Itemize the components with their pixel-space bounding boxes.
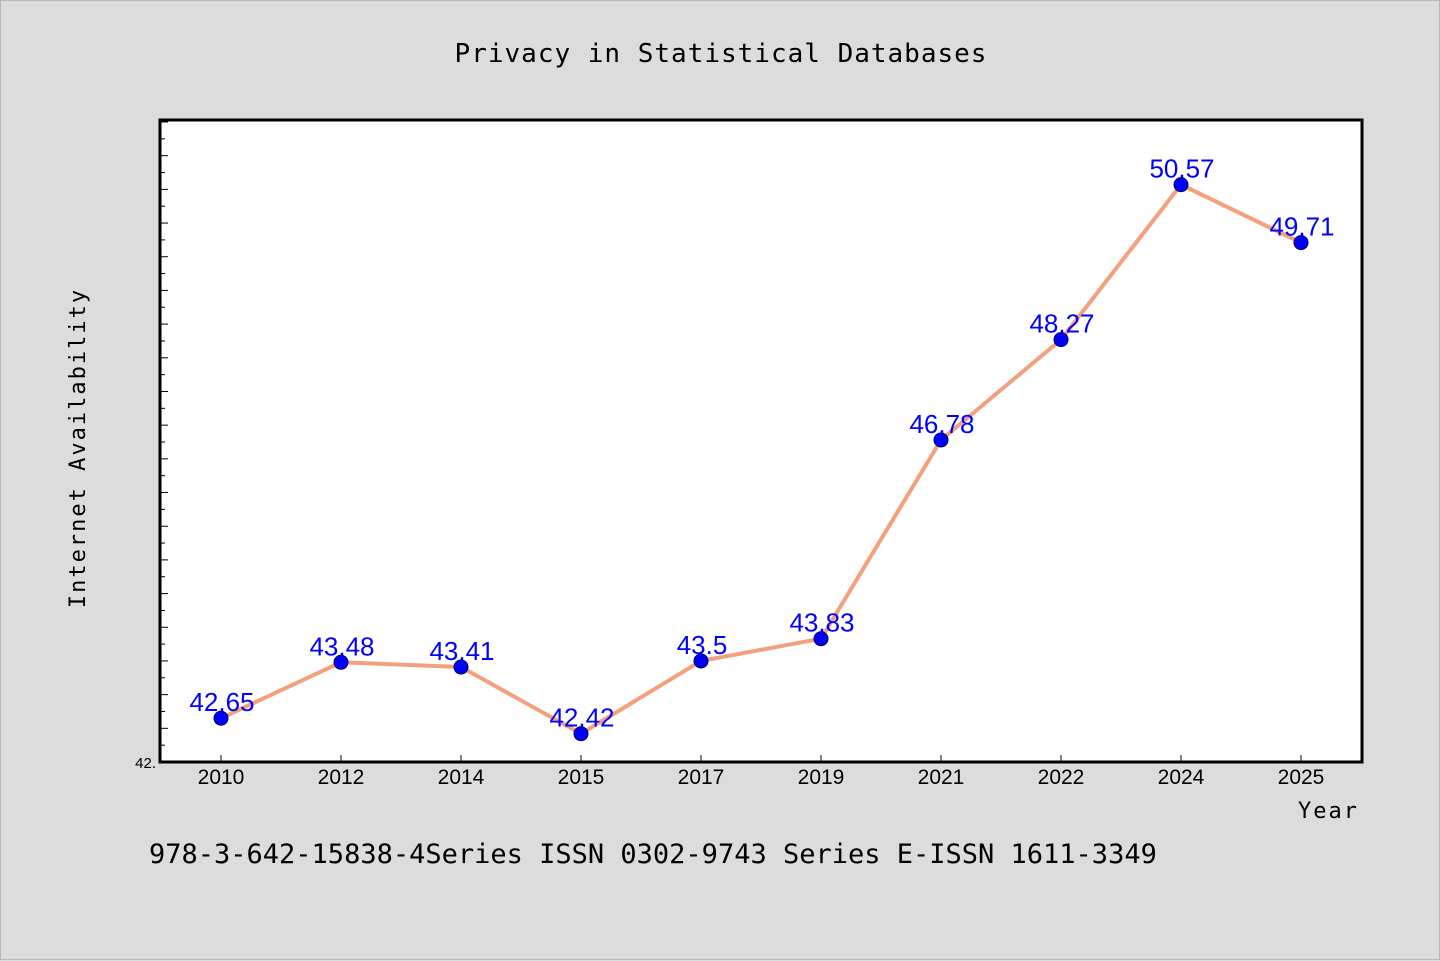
- isbn-issn-footer: 978-3-642-15838-4Series ISSN 0302-9743 S…: [149, 839, 1157, 870]
- data-labels: 42.65 43.48 43.41 42.42 43.5 43.83 46.78 48.27 5…: [189, 154, 1334, 733]
- x-tick-label: 2024: [1158, 766, 1205, 789]
- data-point: [1173, 177, 1189, 193]
- data-point: [933, 432, 949, 448]
- x-tick-label: 2019: [798, 766, 845, 789]
- x-tick-label: 2022: [1038, 766, 1085, 789]
- data-label: 42.65: [189, 687, 254, 717]
- data-label: 43.5: [677, 630, 728, 660]
- data-label: 43.41: [429, 636, 494, 666]
- data-point: [573, 726, 589, 742]
- y-axis-label: Internet Availability: [66, 288, 91, 608]
- x-axis-label: Year: [1298, 799, 1359, 824]
- data-markers: [213, 177, 1309, 742]
- data-label: 49.71: [1269, 212, 1334, 242]
- x-axis-ticks: 2010 2012 2014 2015 2017 2019 2021 2022 2024 2025: [198, 755, 1325, 789]
- series-line-group: [219, 182, 1303, 736]
- x-tick-label: 2010: [198, 766, 245, 789]
- data-point: [453, 659, 469, 675]
- x-tick-label: 2014: [438, 766, 485, 789]
- x-tick-label: 2021: [918, 766, 965, 789]
- y-tick-label: 42.: [135, 755, 156, 772]
- x-tick-label: 2025: [1278, 766, 1325, 789]
- chart-title: Privacy in Statistical Databases: [455, 39, 988, 69]
- data-point: [1053, 332, 1069, 348]
- data-label: 48.27: [1029, 309, 1094, 339]
- data-label: 42.42: [549, 703, 614, 733]
- plot-area: [158, 118, 1364, 764]
- series-line: [219, 182, 1303, 736]
- x-tick-label: 2017: [678, 766, 725, 789]
- data-point: [1293, 235, 1309, 251]
- data-label: 50.57: [1149, 154, 1214, 184]
- data-point: [693, 653, 709, 669]
- data-point: [333, 654, 349, 670]
- data-point: [213, 710, 229, 726]
- x-tick-label: 2012: [318, 766, 365, 789]
- data-label: 43.83: [789, 608, 854, 638]
- y-axis-ticks: 42.: [135, 121, 168, 772]
- data-label: 46.78: [909, 409, 974, 439]
- x-tick-label: 2015: [558, 766, 605, 789]
- data-label: 43.48: [309, 631, 374, 661]
- data-point: [813, 631, 829, 647]
